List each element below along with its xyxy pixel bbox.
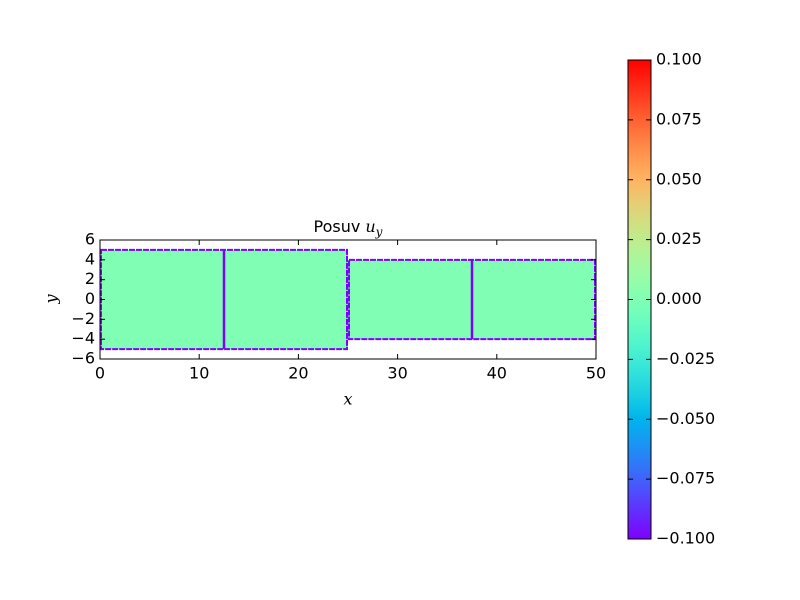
x-tick-label: 40 xyxy=(487,364,507,383)
colorbar-tick-label: 0.075 xyxy=(656,109,702,128)
x-tick-label: 30 xyxy=(387,364,407,383)
colorbar-tick-label: −0.025 xyxy=(656,349,715,368)
colorbar-tick-label: −0.100 xyxy=(656,529,715,548)
chart-title: Posuv uy xyxy=(314,217,383,239)
y-tick-label: 2 xyxy=(85,269,95,288)
colorbar-tick-label: −0.050 xyxy=(656,409,715,428)
colorbar-tick-label: 0.050 xyxy=(656,169,702,188)
y-tick-label: −4 xyxy=(71,329,95,348)
x-tick-label: 0 xyxy=(95,364,105,383)
colorbar-tick-label: 0.000 xyxy=(656,289,702,308)
y-tick-label: 0 xyxy=(85,289,95,308)
y-tick-label: −2 xyxy=(71,309,95,328)
colorbar-tick-label: 0.025 xyxy=(656,229,702,248)
colorbar-tick-label: −0.075 xyxy=(656,469,715,488)
y-tick-label: −6 xyxy=(71,349,95,368)
x-axis-label: x xyxy=(343,390,352,409)
y-tick-label: 4 xyxy=(85,249,95,268)
y-tick-label: 6 xyxy=(85,230,95,249)
colorbar-tick-label: 0.100 xyxy=(656,50,702,69)
y-axis-label: y xyxy=(42,294,61,305)
x-tick-label: 20 xyxy=(288,364,308,383)
x-tick-label: 50 xyxy=(586,364,606,383)
x-tick-label: 10 xyxy=(189,364,209,383)
